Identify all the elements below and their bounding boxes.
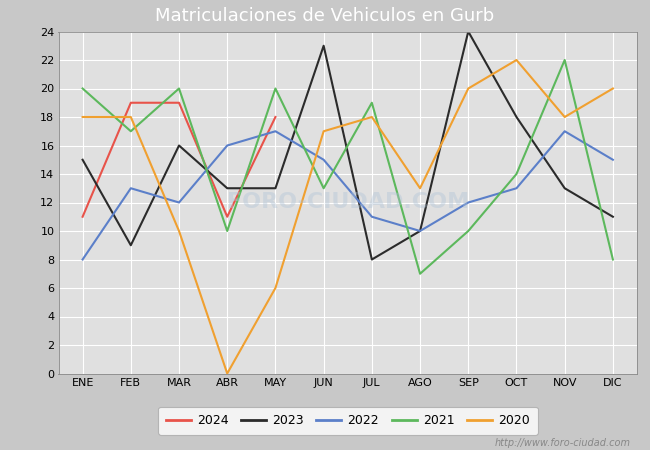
Text: http://www.foro-ciudad.com: http://www.foro-ciudad.com — [495, 438, 630, 448]
Text: FORO-CIUDAD.COM: FORO-CIUDAD.COM — [227, 193, 469, 212]
Text: Matriculaciones de Vehiculos en Gurb: Matriculaciones de Vehiculos en Gurb — [155, 7, 495, 25]
Legend: 2024, 2023, 2022, 2021, 2020: 2024, 2023, 2022, 2021, 2020 — [158, 407, 538, 435]
